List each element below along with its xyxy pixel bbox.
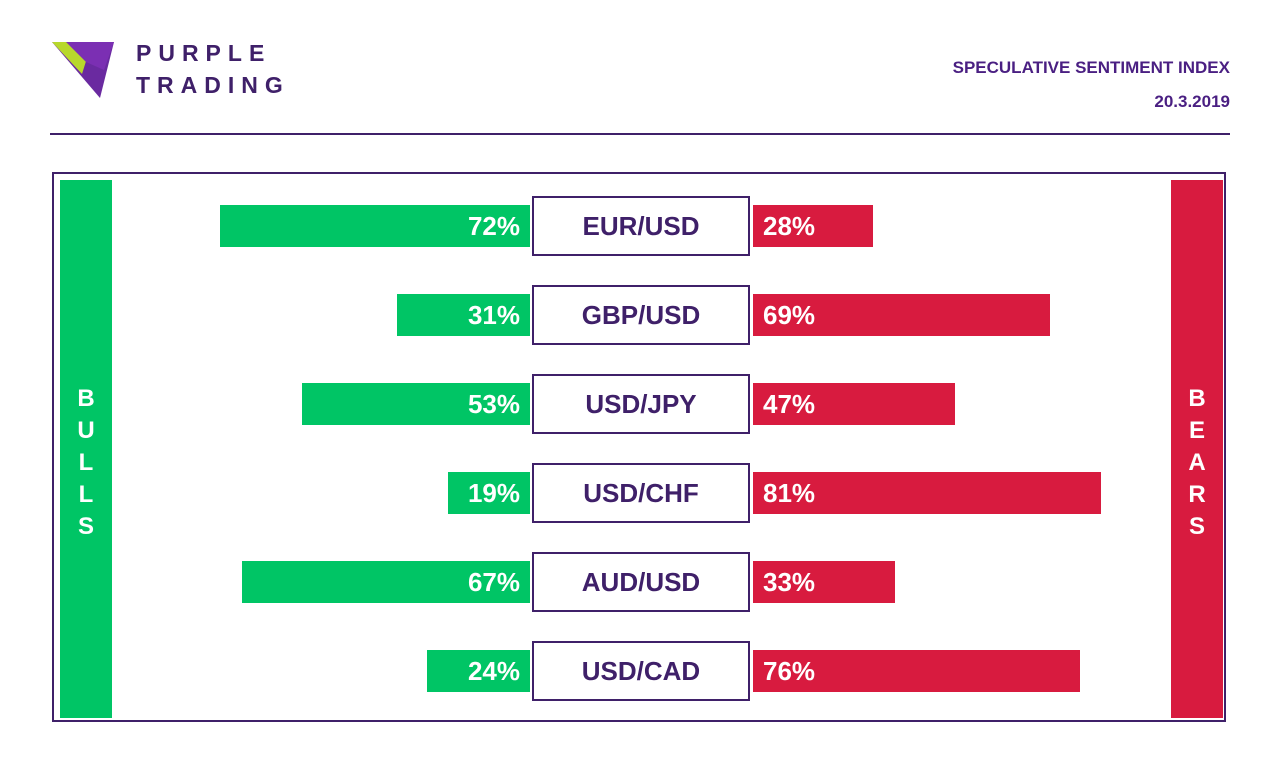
chart-title: SPECULATIVE SENTIMENT INDEX: [952, 58, 1230, 77]
bear-bar-eur-usd: 28%: [753, 205, 874, 247]
pair-label-gbp-usd: GBP/USD: [532, 285, 750, 345]
pair-label-usd-cad: USD/CAD: [532, 641, 750, 701]
bear-bar-aud-usd: 33%: [753, 561, 895, 603]
pair-label-eur-usd: EUR/USD: [532, 196, 750, 256]
logo-mark-icon: [52, 42, 114, 98]
chart-frame: [52, 172, 1226, 722]
bull-bar-usd-cad: 24%: [426, 650, 530, 692]
bull-bar-usd-jpy: 53%: [302, 383, 530, 425]
bear-bar-usd-cad: 76%: [753, 650, 1080, 692]
bear-bar-usd-jpy: 47%: [753, 383, 956, 425]
bear-bar-gbp-usd: 69%: [753, 294, 1050, 336]
bull-bar-usd-chf: 19%: [448, 472, 530, 514]
bull-bar-aud-usd: 67%: [241, 561, 530, 603]
pair-label-usd-jpy: USD/JPY: [532, 374, 750, 434]
brand-name-line2: TRADING: [136, 72, 290, 98]
chart-date: 20.3.2019: [1154, 92, 1230, 111]
pair-label-usd-chf: USD/CHF: [532, 463, 750, 523]
bull-bar-gbp-usd: 31%: [396, 294, 530, 336]
pair-label-aud-usd: AUD/USD: [532, 552, 750, 612]
bull-bar-eur-usd: 72%: [220, 205, 530, 247]
bear-bar-usd-chf: 81%: [753, 472, 1102, 514]
brand-name-line1: PURPLE: [136, 40, 272, 66]
header-divider: [50, 133, 1230, 135]
purple-trading-logo: [52, 40, 312, 100]
